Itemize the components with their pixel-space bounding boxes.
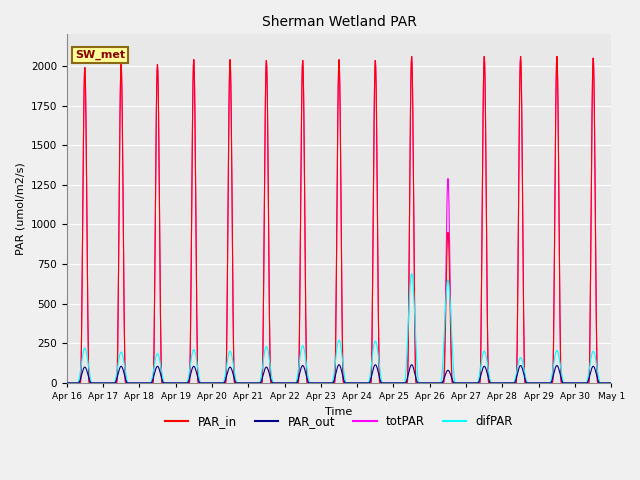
totPAR <box>278 380 285 386</box>
Title: Sherman Wetland PAR: Sherman Wetland PAR <box>262 15 417 29</box>
Line: totPAR: totPAR <box>67 57 640 383</box>
difPAR <box>149 371 157 377</box>
X-axis label: Time: Time <box>325 407 353 417</box>
PAR_out <box>207 380 214 386</box>
PAR_in <box>535 380 543 386</box>
PAR_in <box>408 54 415 60</box>
PAR_in <box>63 380 70 386</box>
Line: PAR_in: PAR_in <box>67 57 640 383</box>
totPAR <box>495 380 502 386</box>
difPAR <box>207 380 214 386</box>
PAR_out <box>495 380 502 386</box>
PAR_in <box>555 142 563 147</box>
difPAR <box>63 380 70 386</box>
totPAR <box>149 380 157 386</box>
PAR_in <box>495 380 502 386</box>
difPAR <box>555 351 563 357</box>
PAR_out <box>335 362 343 368</box>
totPAR <box>555 142 563 147</box>
Line: difPAR: difPAR <box>67 274 640 383</box>
PAR_in <box>207 380 214 386</box>
totPAR <box>63 380 70 386</box>
difPAR <box>278 380 285 386</box>
difPAR <box>495 380 502 386</box>
Text: SW_met: SW_met <box>75 50 125 60</box>
totPAR <box>535 380 543 386</box>
PAR_in <box>278 380 285 386</box>
PAR_out <box>555 365 563 371</box>
Line: PAR_out: PAR_out <box>67 365 640 383</box>
PAR_in <box>149 380 157 386</box>
PAR_out <box>278 380 285 386</box>
difPAR <box>408 271 415 276</box>
PAR_out <box>535 380 543 386</box>
PAR_out <box>149 376 157 382</box>
totPAR <box>207 380 214 386</box>
PAR_out <box>63 380 70 386</box>
totPAR <box>408 54 415 60</box>
Y-axis label: PAR (umol/m2/s): PAR (umol/m2/s) <box>15 162 25 255</box>
difPAR <box>535 380 543 386</box>
Legend: PAR_in, PAR_out, totPAR, difPAR: PAR_in, PAR_out, totPAR, difPAR <box>160 410 518 433</box>
